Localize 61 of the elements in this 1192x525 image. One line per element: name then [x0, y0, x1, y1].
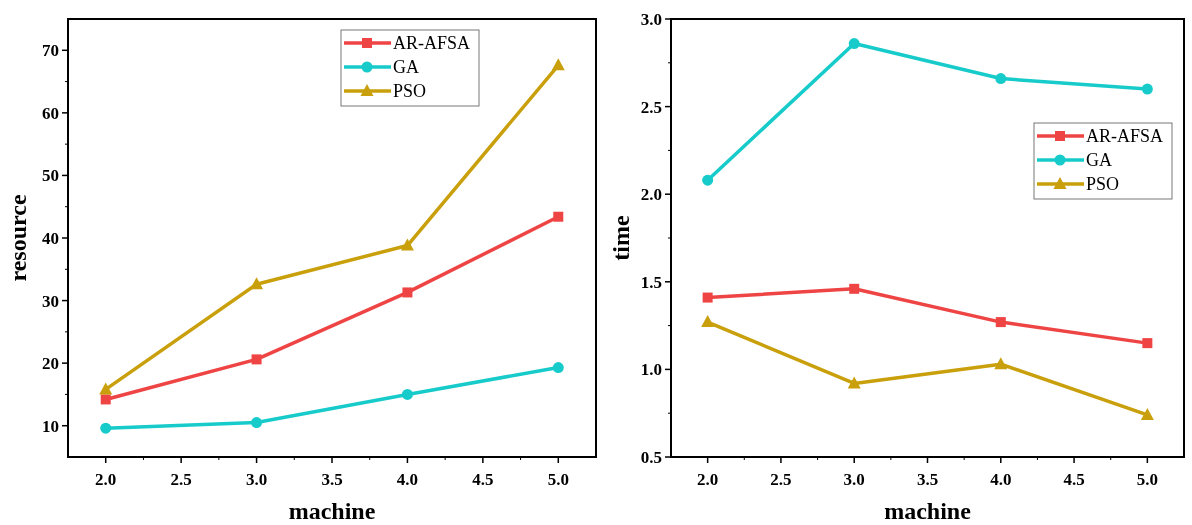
- y-tick-label: 1.0: [640, 360, 662, 380]
- point: [100, 394, 111, 405]
- point: [402, 287, 413, 298]
- point: [100, 422, 112, 434]
- y-axis-title: resource: [5, 194, 31, 282]
- point: [99, 382, 113, 395]
- point: [995, 73, 1007, 85]
- point: [702, 174, 714, 186]
- x-tick-label: 4.5: [1063, 470, 1085, 489]
- x-tick-label: 3.5: [916, 470, 939, 489]
- point: [1140, 407, 1154, 420]
- y-tick-label: 0.5: [640, 447, 662, 467]
- x-tick-label: 5.0: [547, 470, 569, 489]
- point: [849, 283, 860, 294]
- legend-label: PSO: [1086, 174, 1120, 195]
- x-tick-label: 4.0: [396, 470, 419, 489]
- legend-label: GA: [393, 57, 419, 78]
- point: [250, 277, 264, 290]
- legend-label: GA: [1086, 150, 1112, 171]
- y-axis-title: time: [608, 215, 634, 261]
- y-tick-label: 10: [42, 416, 59, 436]
- x-tick-label: 2.5: [170, 470, 192, 489]
- point: [995, 317, 1006, 328]
- point: [552, 362, 564, 374]
- point: [994, 357, 1008, 370]
- x-axis-title: machine: [884, 498, 972, 524]
- x-tick-label: 2.5: [770, 470, 792, 489]
- point: [401, 388, 413, 400]
- x-tick-label: 3.0: [245, 470, 268, 489]
- y-tick-label: 50: [42, 166, 59, 186]
- x-tick-label: 3.0: [843, 470, 865, 489]
- point: [251, 354, 262, 365]
- point: [251, 417, 263, 429]
- x-tick-label: 4.0: [990, 470, 1012, 489]
- x-axis-title: machine: [288, 498, 376, 524]
- y-tick-label: 2.0: [640, 185, 662, 205]
- point: [400, 238, 414, 251]
- legend-label: PSO: [393, 81, 427, 102]
- point: [847, 376, 861, 389]
- x-tick-label: 5.0: [1136, 470, 1158, 489]
- y-tick-label: 1.5: [640, 272, 662, 292]
- y-tick-label: 20: [42, 354, 59, 374]
- y-tick-label: 2.5: [640, 97, 662, 117]
- y-tick-label: 30: [42, 291, 59, 311]
- point: [1142, 338, 1153, 349]
- point: [701, 315, 715, 328]
- point: [848, 38, 860, 50]
- x-tick-label: 2.0: [95, 470, 117, 489]
- legend-label: AR-AFSA: [393, 33, 471, 54]
- point: [702, 292, 713, 303]
- x-tick-label: 2.0: [697, 470, 719, 489]
- x-tick-label: 3.5: [321, 470, 343, 489]
- y-tick-label: 70: [42, 41, 59, 61]
- legend-label: AR-AFSA: [1086, 126, 1164, 147]
- point: [553, 211, 564, 222]
- x-tick-label: 4.5: [472, 470, 494, 489]
- y-tick-label: 40: [42, 228, 59, 248]
- point: [1141, 83, 1153, 95]
- y-tick-label: 3.0: [640, 9, 662, 29]
- y-tick-label: 60: [42, 103, 59, 123]
- point: [551, 58, 565, 71]
